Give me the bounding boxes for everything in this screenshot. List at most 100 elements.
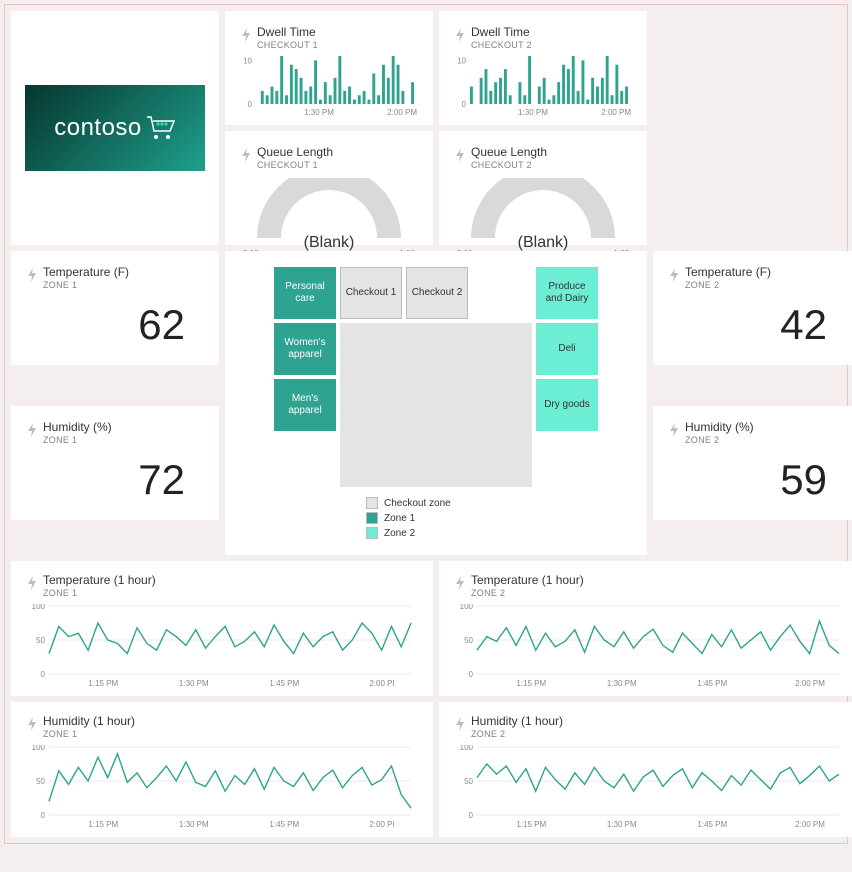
svg-text:1:45 PM: 1:45 PM: [697, 820, 727, 829]
floorplan-legend: Checkout zone Zone 1 Zone 2: [241, 497, 631, 539]
bolt-icon: [27, 717, 37, 731]
legend-label: Checkout zone: [384, 498, 451, 509]
stat-value: 62: [27, 304, 203, 346]
svg-text:0: 0: [469, 670, 474, 679]
svg-text:2:00 PM: 2:00 PM: [601, 108, 631, 116]
queue1-gauge: (Blank) 0.00 1.00: [241, 178, 417, 258]
floorplan-cell: Deli: [536, 323, 598, 375]
svg-text:50: 50: [36, 636, 45, 645]
svg-text:100: 100: [460, 604, 474, 611]
tile-subtitle: CHECKOUT 1: [257, 40, 318, 50]
tile-subtitle: ZONE 2: [685, 280, 771, 290]
floorplan-cell: Checkout 2: [406, 267, 468, 319]
svg-text:10: 10: [243, 56, 252, 65]
tile-title: Queue Length: [257, 145, 333, 159]
hum-z2-line-chart: 0501001:15 PM1:30 PM1:45 PM2:00 PM: [455, 745, 845, 829]
svg-text:2:00 PM: 2:00 PM: [387, 108, 417, 116]
tile-subtitle: ZONE 2: [685, 435, 754, 445]
floorplan-empty-area: [340, 323, 532, 487]
hum-z1-line-chart: 0501001:15 PM1:30 PM1:45 PM2:00 PI: [27, 745, 417, 829]
legend-item: Zone 2: [366, 527, 506, 539]
queue-length-checkout2-tile: Queue Length CHECKOUT 2 (Blank) 0.00 1.0…: [439, 131, 647, 245]
svg-text:1:15 PM: 1:15 PM: [88, 820, 118, 829]
temperature-zone1-tile: Temperature (F) ZONE 1 62: [11, 251, 219, 365]
tile-subtitle: ZONE 1: [43, 729, 135, 739]
svg-text:0: 0: [462, 100, 467, 109]
svg-text:0: 0: [469, 811, 474, 820]
svg-text:100: 100: [32, 604, 46, 611]
temperature-1hour-zone2-tile: Temperature (1 hour) ZONE 2 0501001:15 P…: [439, 561, 852, 696]
logo-tile: contoso: [11, 11, 219, 245]
svg-text:10: 10: [457, 56, 466, 65]
tile-title: Queue Length: [471, 145, 547, 159]
svg-text:1:15 PM: 1:15 PM: [88, 679, 118, 688]
humidity-1hour-zone1-tile: Humidity (1 hour) ZONE 1 0 50 100 1:15 PM 1:…: [11, 702, 433, 837]
temp-z1-line-chart: 0501001:15 PM1:30 PM1:45 PM2:00 PI: [27, 604, 417, 688]
svg-text:1:15 PM: 1:15 PM: [516, 679, 546, 688]
temp-z2-line-chart: 0501001:15 PM1:30 PM1:45 PM2:00 PM: [455, 604, 845, 688]
humidity-1hour-zone2-tile: Humidity (1 hour) ZONE 2 0501001:15 PM1:…: [439, 702, 852, 837]
floorplan-cell: Produce and Dairy: [536, 267, 598, 319]
floorplan-tile: Personal careCheckout 1Checkout 2 Produce…: [225, 251, 647, 555]
legend-item: Zone 1: [366, 512, 506, 524]
dwell-time-checkout2-tile: Dwell Time CHECKOUT 2 0101:30 PM2:00 PM: [439, 11, 647, 125]
svg-text:2:00 PM: 2:00 PM: [795, 679, 825, 688]
stat-value: 59: [669, 459, 845, 501]
legend-swatch: [366, 497, 378, 509]
legend-item: Checkout zone: [366, 497, 506, 509]
tile-subtitle: CHECKOUT 2: [471, 160, 547, 170]
floorplan-cell: Personal care: [274, 267, 336, 319]
svg-text:1:30 PM: 1:30 PM: [518, 108, 548, 116]
floorplan-grid: Personal careCheckout 1Checkout 2 Produce…: [241, 267, 631, 487]
tile-subtitle: ZONE 1: [43, 588, 156, 598]
legend-swatch: [366, 527, 378, 539]
bolt-icon: [27, 423, 37, 437]
humidity-zone1-tile: Humidity (%) ZONE 1 72: [11, 406, 219, 520]
floorplan-cell: Checkout 1: [340, 267, 402, 319]
bolt-icon: [27, 268, 37, 282]
svg-text:2:00 PM: 2:00 PM: [795, 820, 825, 829]
svg-text:0: 0: [41, 811, 46, 820]
bolt-icon: [669, 423, 679, 437]
tile-subtitle: ZONE 2: [471, 588, 584, 598]
svg-text:50: 50: [36, 777, 45, 786]
logo-text: contoso: [54, 114, 142, 142]
tile-title: Humidity (%): [43, 420, 112, 434]
queue2-gauge: (Blank) 0.00 1.00: [455, 178, 631, 258]
svg-text:1:30 PM: 1:30 PM: [607, 679, 637, 688]
bolt-icon: [241, 28, 251, 42]
svg-text:1:30 PM: 1:30 PM: [304, 108, 334, 116]
stat-value: 72: [27, 459, 203, 501]
svg-text:1:45 PM: 1:45 PM: [269, 820, 299, 829]
svg-text:1:15 PM: 1:15 PM: [516, 820, 546, 829]
bolt-icon: [27, 576, 37, 590]
temperature-1hour-zone1-tile: Temperature (1 hour) ZONE 1 0501001:15 P…: [11, 561, 433, 696]
floorplan-cell: Dry goods: [536, 379, 598, 431]
stat-value: 42: [669, 304, 845, 346]
bolt-icon: [241, 148, 251, 162]
bolt-icon: [455, 28, 465, 42]
tile-title: Temperature (F): [685, 265, 771, 279]
legend-label: Zone 1: [384, 513, 415, 524]
bolt-icon: [455, 148, 465, 162]
svg-text:50: 50: [464, 777, 473, 786]
gauge-value: (Blank): [455, 234, 631, 252]
tile-title: Humidity (1 hour): [43, 714, 135, 728]
svg-text:1:45 PM: 1:45 PM: [697, 679, 727, 688]
gauge-value: (Blank): [241, 234, 417, 252]
svg-text:1:45 PM: 1:45 PM: [269, 679, 299, 688]
svg-text:0: 0: [248, 100, 253, 109]
bolt-icon: [455, 717, 465, 731]
svg-text:0: 0: [41, 670, 46, 679]
tile-subtitle: CHECKOUT 1: [257, 160, 333, 170]
tile-title: Dwell Time: [257, 25, 318, 39]
bolt-icon: [455, 576, 465, 590]
floorplan-cell: Men's apparel: [274, 379, 336, 431]
tile-title: Temperature (F): [43, 265, 129, 279]
svg-text:100: 100: [32, 745, 46, 752]
legend-label: Zone 2: [384, 528, 415, 539]
floorplan-cell: Women's apparel: [274, 323, 336, 375]
cart-icon: [146, 115, 176, 141]
tile-subtitle: ZONE 1: [43, 280, 129, 290]
tile-title: Humidity (1 hour): [471, 714, 563, 728]
